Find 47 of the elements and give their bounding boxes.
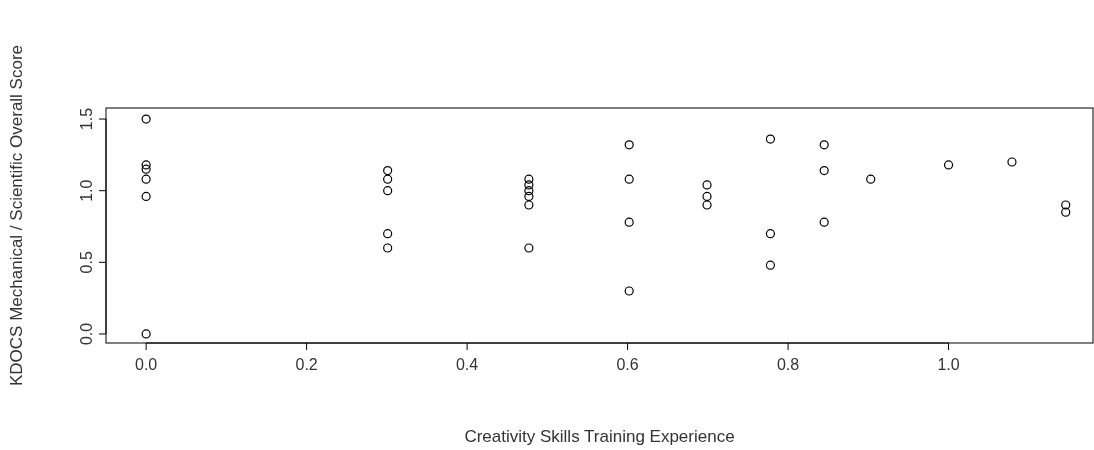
point bbox=[524, 200, 534, 210]
point bbox=[524, 191, 534, 202]
point bbox=[383, 174, 393, 184]
x-tick-label: 0.0 bbox=[135, 356, 158, 373]
point bbox=[141, 160, 151, 170]
point bbox=[624, 140, 634, 150]
point bbox=[1007, 157, 1017, 167]
point bbox=[819, 217, 829, 227]
point bbox=[765, 229, 776, 239]
y-tick-label: 1.5 bbox=[78, 107, 95, 131]
point bbox=[383, 166, 393, 176]
x-tick-label: 0.2 bbox=[295, 356, 318, 373]
point bbox=[141, 191, 151, 202]
point bbox=[141, 114, 151, 124]
x-tick-label: 0.6 bbox=[616, 356, 639, 373]
point bbox=[819, 140, 829, 150]
point bbox=[765, 260, 776, 270]
y-tick-label: 1.0 bbox=[78, 179, 95, 202]
point bbox=[524, 174, 534, 184]
point bbox=[702, 180, 712, 190]
y-axis-title: KDOCS Mechanical / Scientific Overall Score bbox=[7, 44, 26, 387]
x-axis-title: Creativity Skills Training Experience bbox=[464, 427, 735, 446]
x-tick-label: 1.0 bbox=[937, 356, 960, 373]
point bbox=[819, 166, 829, 176]
point bbox=[1061, 207, 1071, 217]
point bbox=[383, 229, 393, 239]
point bbox=[141, 164, 151, 174]
point bbox=[383, 243, 393, 253]
x-tick-label: 0.4 bbox=[455, 356, 479, 373]
point bbox=[524, 186, 534, 196]
y-tick-label: 0.5 bbox=[78, 251, 95, 274]
point bbox=[141, 329, 151, 339]
point bbox=[141, 174, 151, 184]
point bbox=[702, 200, 712, 210]
x-tick-label: 0.8 bbox=[776, 356, 800, 373]
point bbox=[702, 191, 712, 202]
y-tick-label: 0.0 bbox=[78, 322, 95, 346]
point bbox=[943, 160, 954, 170]
point bbox=[765, 134, 776, 144]
point bbox=[624, 286, 634, 296]
point bbox=[524, 243, 534, 253]
point bbox=[1061, 200, 1071, 210]
point bbox=[624, 174, 634, 184]
point bbox=[624, 217, 634, 227]
point bbox=[866, 174, 876, 184]
point bbox=[383, 186, 393, 196]
point bbox=[524, 180, 534, 190]
